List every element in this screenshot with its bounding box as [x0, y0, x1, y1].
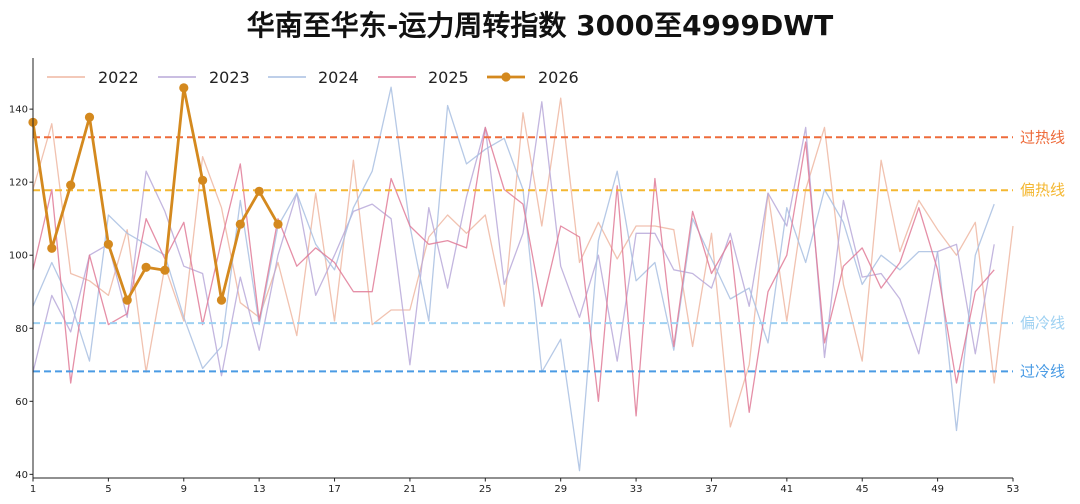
series-line: [32, 126, 995, 417]
data-point: [66, 180, 76, 190]
data-point: [235, 219, 245, 229]
x-tick-label: 13: [253, 484, 266, 495]
legend-label: 2025: [428, 68, 469, 87]
legend-label: 2024: [318, 68, 359, 87]
legend: 2022 2023 2024 2025 2026: [47, 68, 579, 87]
series-line: [32, 86, 995, 472]
x-tick-label: 17: [328, 484, 341, 495]
axes: 40 60 80 100 120 140 1 5 9 13 17 21 25 29 33 37 41 45 49 53: [9, 58, 1019, 495]
legend-label: 2023: [209, 68, 250, 87]
y-tick-label: 120: [9, 178, 28, 189]
data-point: [254, 186, 264, 196]
chart-title: 华南至华东-运力周转指数 3000至4999DWT: [247, 9, 833, 42]
x-tick-label: 29: [554, 484, 567, 495]
y-tick-label: 40: [15, 470, 28, 481]
legend-marker: [501, 72, 511, 82]
x-tick-label: 25: [479, 484, 492, 495]
series-line: [31, 86, 280, 302]
data-point: [141, 262, 151, 272]
data-point: [273, 219, 283, 229]
legend-item: 2023: [158, 68, 250, 87]
x-tick-label: 5: [105, 484, 111, 495]
legend-item: 2026: [487, 68, 579, 87]
data-point: [122, 295, 132, 305]
x-tick-label: 9: [181, 484, 187, 495]
data-point: [103, 239, 113, 249]
reference-label-overheat: 过热线: [1020, 128, 1065, 146]
reference-label-cool: 偏冷线: [1020, 314, 1065, 332]
reference-label-overcool: 过冷线: [1020, 362, 1065, 380]
highlight-series-layer: [28, 83, 283, 305]
data-point: [84, 112, 95, 122]
x-tick-label: 1: [30, 484, 36, 495]
reference-label-warm: 偏热线: [1020, 181, 1065, 199]
series-line: [32, 101, 995, 377]
x-tick-label: 33: [630, 484, 643, 495]
data-point: [198, 175, 208, 185]
series-line: [32, 97, 1014, 428]
y-tick-label: 140: [9, 105, 28, 116]
x-tick-label: 53: [1007, 484, 1020, 495]
legend-label: 2026: [538, 68, 579, 87]
legend-item: 2024: [268, 68, 359, 87]
reference-lines: [33, 136, 1013, 373]
reference-labels: 过热线 偏热线 偏冷线 过冷线: [1020, 128, 1065, 380]
legend-item: 2025: [378, 68, 469, 87]
data-point: [216, 295, 227, 305]
background-series-layer: [32, 86, 1014, 472]
x-tick-label: 21: [404, 484, 417, 495]
legend-label: 2022: [98, 68, 139, 87]
data-point: [47, 243, 57, 253]
x-tick-label: 37: [705, 484, 718, 495]
x-tick-label: 41: [780, 484, 793, 495]
data-point: [160, 265, 170, 275]
x-tick-label: 45: [856, 484, 869, 495]
legend-item: 2022: [47, 68, 139, 87]
y-tick-label: 100: [9, 251, 28, 262]
data-point: [179, 83, 189, 93]
y-tick-label: 80: [15, 324, 28, 335]
y-tick-label: 60: [15, 397, 28, 408]
x-tick-label: 49: [931, 484, 944, 495]
